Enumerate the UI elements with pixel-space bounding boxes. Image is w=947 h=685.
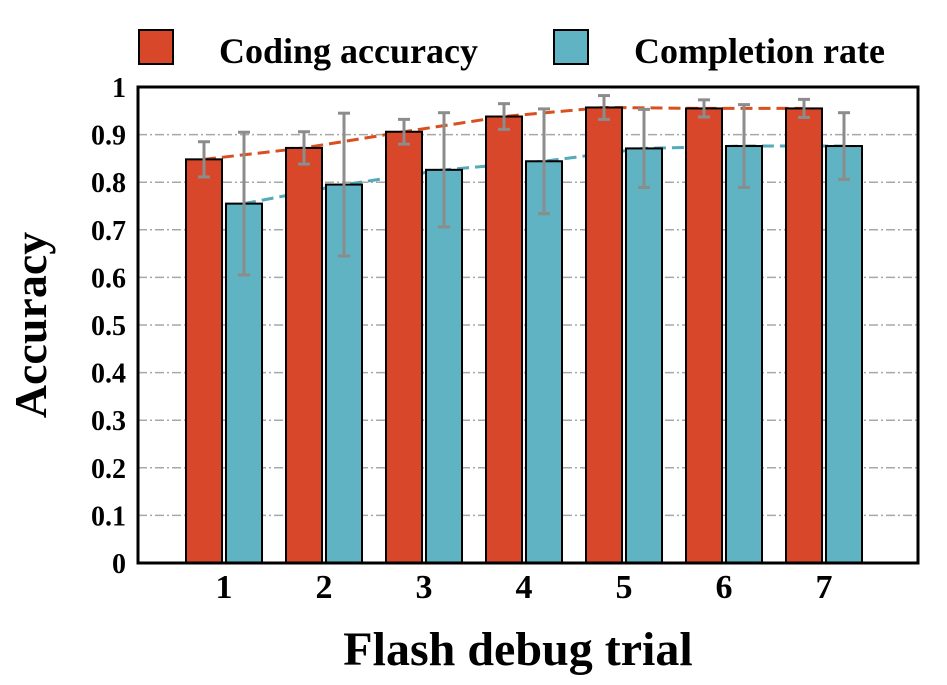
x-tick-label: 6	[716, 569, 733, 606]
x-tick-label: 5	[616, 569, 633, 606]
y-tick-label: 0.9	[91, 121, 126, 152]
x-tick-label: 2	[316, 569, 333, 606]
bar	[385, 130, 423, 565]
x-axis-title: Flash debug trial	[343, 623, 692, 676]
legend-swatch	[138, 29, 174, 65]
y-axis-title: Accuracy	[5, 232, 56, 418]
bar	[185, 158, 223, 565]
y-tick-label: 0.3	[91, 406, 126, 437]
legend: Coding accuracy Completion rate	[138, 29, 885, 71]
bar	[525, 160, 563, 564]
y-tick-label: 0.1	[91, 501, 126, 532]
y-tick-label: 0.7	[91, 216, 126, 247]
x-tick-label: 1	[216, 569, 233, 606]
bar	[725, 145, 763, 565]
legend-label: Completion rate	[634, 31, 885, 71]
error-bars	[198, 94, 850, 277]
y-tick-label: 0	[112, 549, 126, 580]
x-tick-labels: 1 2 3 4 5 6 7	[216, 569, 833, 606]
bar	[685, 107, 723, 564]
bar	[285, 146, 323, 564]
y-tick-label: 1	[112, 73, 126, 104]
bar	[425, 168, 463, 564]
bar	[585, 106, 623, 565]
bar	[485, 115, 523, 565]
plot-frame	[136, 85, 920, 565]
y-tick-label: 0.2	[91, 454, 126, 485]
y-tick-label: 0.6	[91, 263, 126, 294]
y-tick-labels: 0 0.1 0.2 0.3 0.4 0.5 0.6 0.7 0.8 0.9 1	[91, 73, 126, 580]
bars	[185, 106, 863, 565]
x-tick-label: 7	[816, 569, 833, 606]
bar	[825, 145, 863, 565]
y-tick-label: 0.5	[91, 311, 126, 342]
bar	[785, 107, 823, 564]
legend-label: Coding accuracy	[219, 31, 478, 71]
y-tick-label: 0.8	[91, 168, 126, 199]
legend-swatch	[553, 29, 589, 65]
bar	[625, 147, 663, 565]
x-tick-label: 3	[416, 569, 433, 606]
y-tick-label: 0.4	[91, 359, 126, 390]
x-tick-label: 4	[516, 569, 533, 606]
